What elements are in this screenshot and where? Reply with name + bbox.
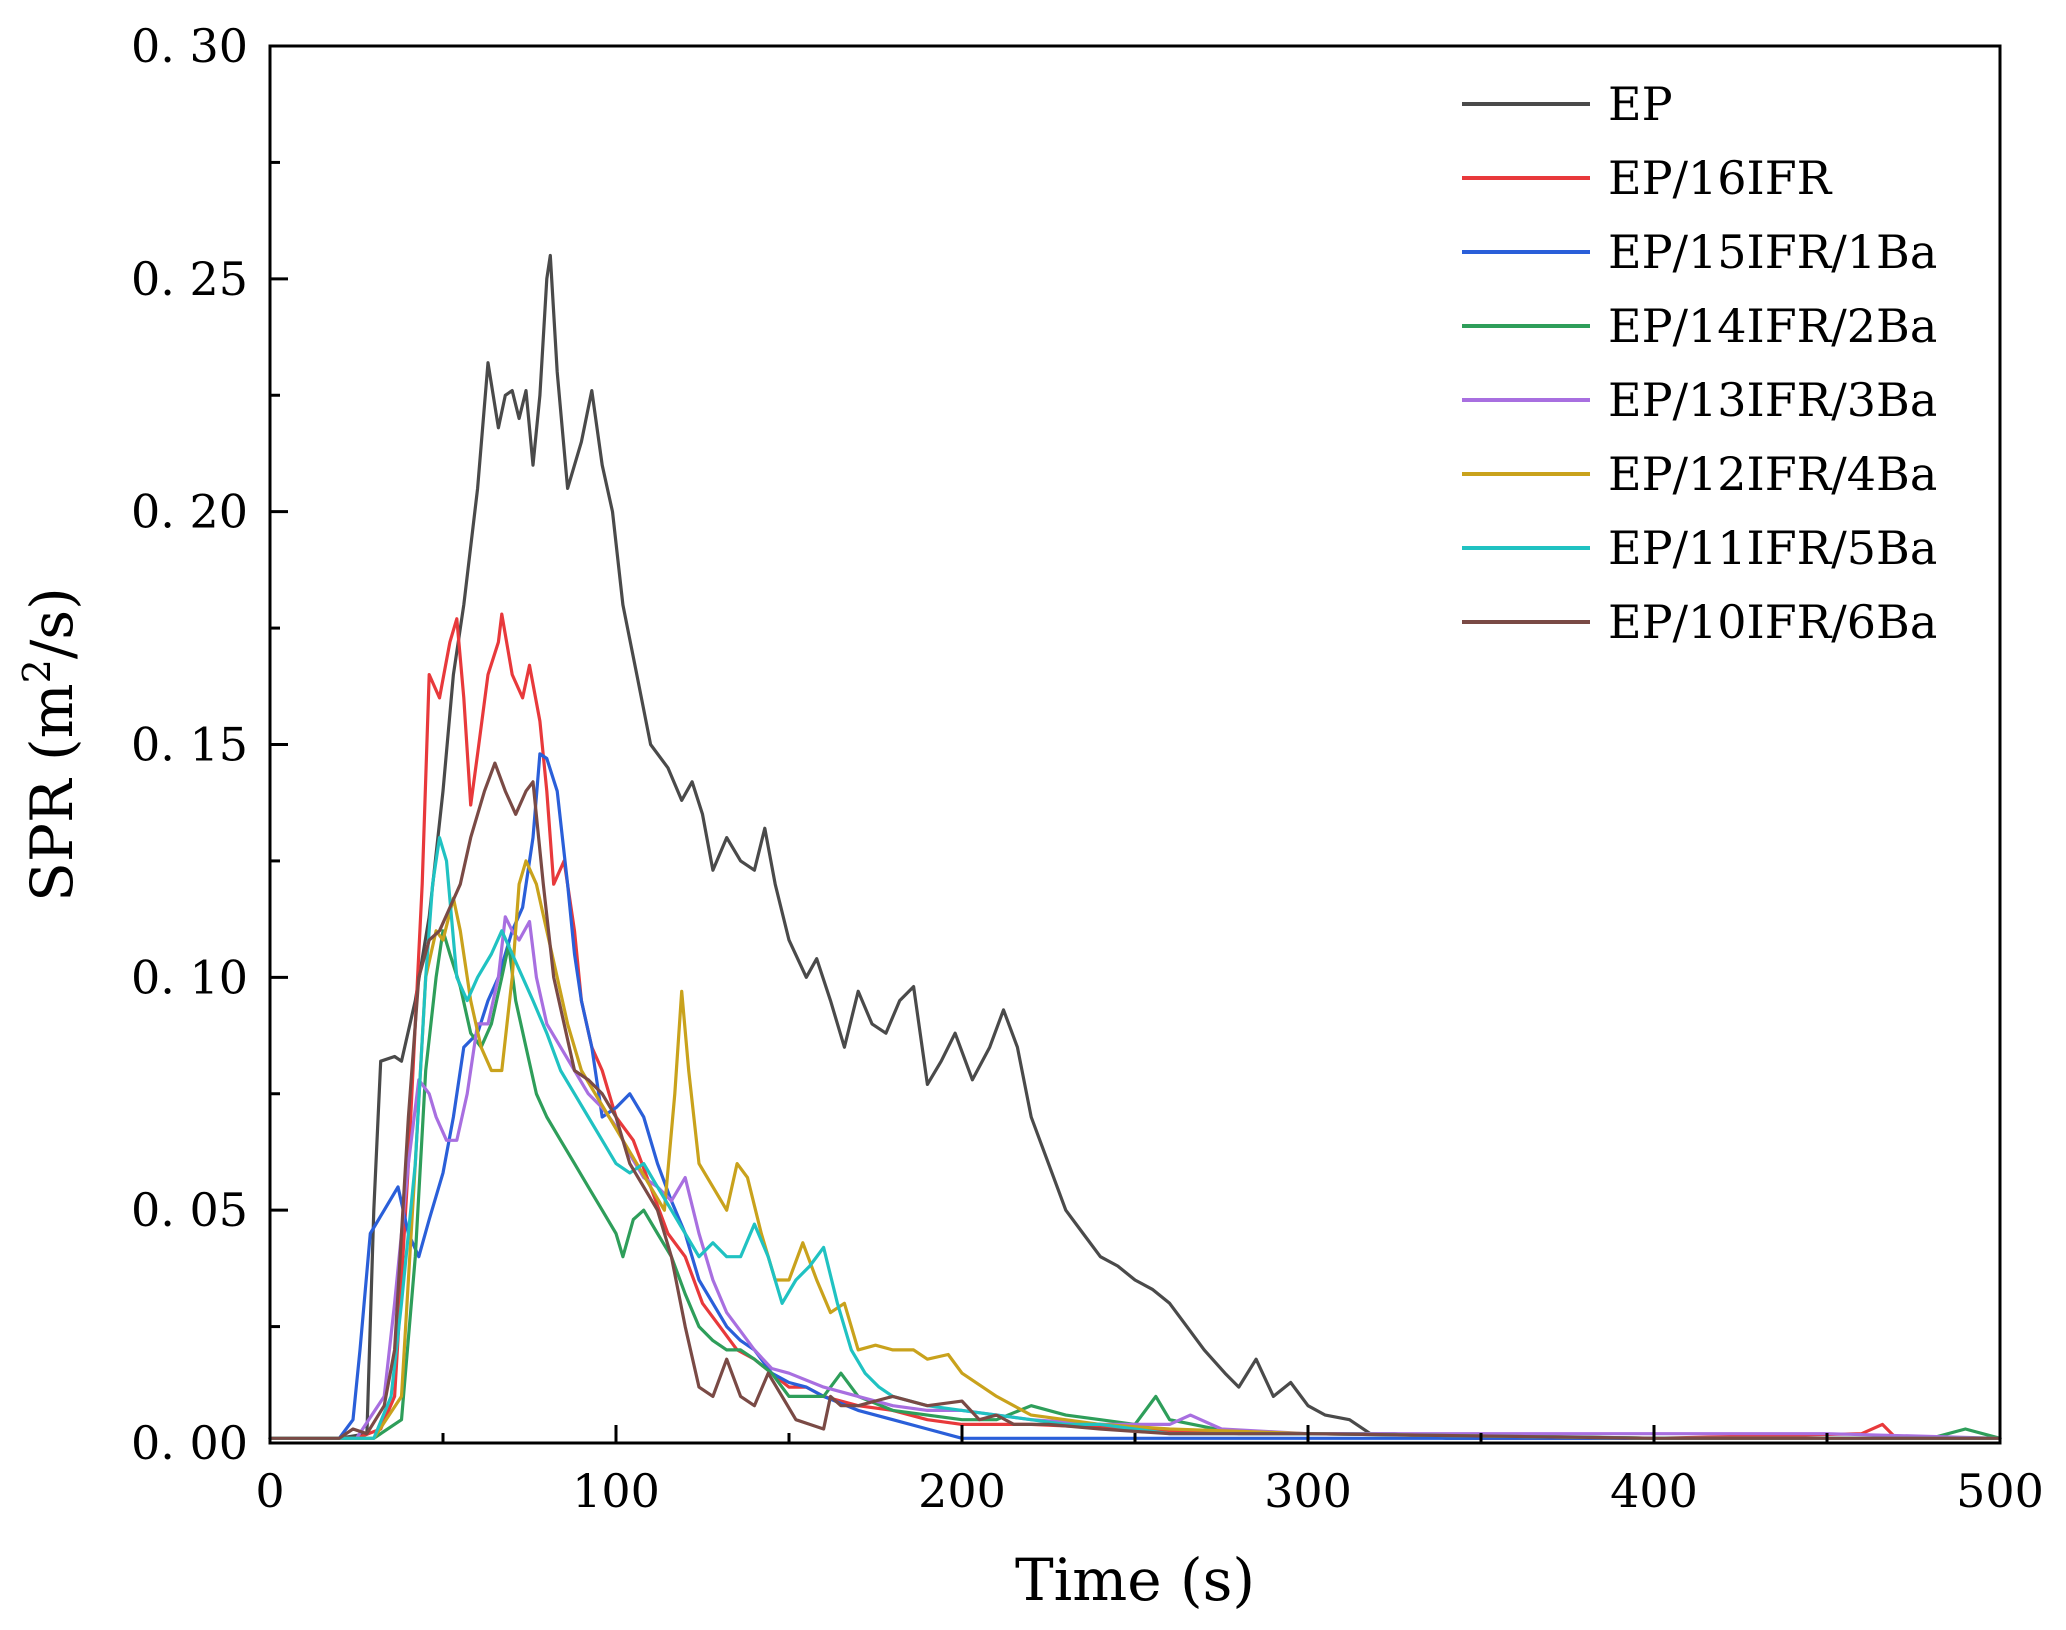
y-axis-title-tail: /s) xyxy=(18,587,86,659)
x-tick-labels: 0 100 200 300 400 500 xyxy=(255,1464,2044,1518)
x-tick-label: 100 xyxy=(572,1464,660,1518)
y-axis-title-main: SPR (m xyxy=(18,683,86,902)
y-tick-label: 0. 20 xyxy=(131,485,248,539)
x-tick-label: 300 xyxy=(1264,1464,1352,1518)
y-tick-label: 0. 15 xyxy=(131,718,248,772)
y-tick-label: 0. 00 xyxy=(131,1416,248,1470)
series-layer xyxy=(268,253,2002,1440)
y-tick-label: 0. 10 xyxy=(131,950,248,1004)
legend-label-4: EP/13IFR/3Ba xyxy=(1608,373,1937,427)
legend-label-2: EP/15IFR/1Ba xyxy=(1608,225,1937,279)
y-tick-label: 0. 25 xyxy=(131,252,248,306)
x-tick-label: 400 xyxy=(1610,1464,1698,1518)
legend-label-5: EP/12IFR/4Ba xyxy=(1608,447,1937,501)
x-tick-label: 0 xyxy=(255,1464,284,1518)
legend-label-7: EP/10IFR/6Ba xyxy=(1608,595,1937,649)
legend-label-6: EP/11IFR/5Ba xyxy=(1608,521,1937,575)
y-tick-label: 0. 30 xyxy=(131,19,248,73)
y-axis-title-superscript: 2 xyxy=(15,659,59,683)
x-tick-label: 200 xyxy=(918,1464,1006,1518)
y-tick-label: 0. 05 xyxy=(131,1183,248,1237)
ticks-layer xyxy=(268,44,2002,1445)
legend-label-3: EP/14IFR/2Ba xyxy=(1608,299,1937,353)
y-axis-title: SPR (m2/s) xyxy=(15,587,86,902)
y-tick-labels: 0. 00 0. 05 0. 10 0. 15 0. 20 0. 25 0. 30 xyxy=(131,19,248,1470)
series-line-7 xyxy=(268,761,2002,1440)
legend-label-0: EP xyxy=(1608,77,1673,131)
x-tick-label: 500 xyxy=(1956,1464,2044,1518)
x-axis-title: Time (s) xyxy=(1015,1546,1255,1614)
series-line-3 xyxy=(268,929,2002,1440)
legend-label-1: EP/16IFR xyxy=(1608,151,1833,205)
series-line-6 xyxy=(268,836,2002,1440)
series-line-5 xyxy=(268,859,2002,1440)
series-line-0 xyxy=(268,253,2002,1440)
legend: EP EP/16IFR EP/15IFR/1Ba EP/14IFR/2Ba EP/13I… xyxy=(1462,77,1937,649)
